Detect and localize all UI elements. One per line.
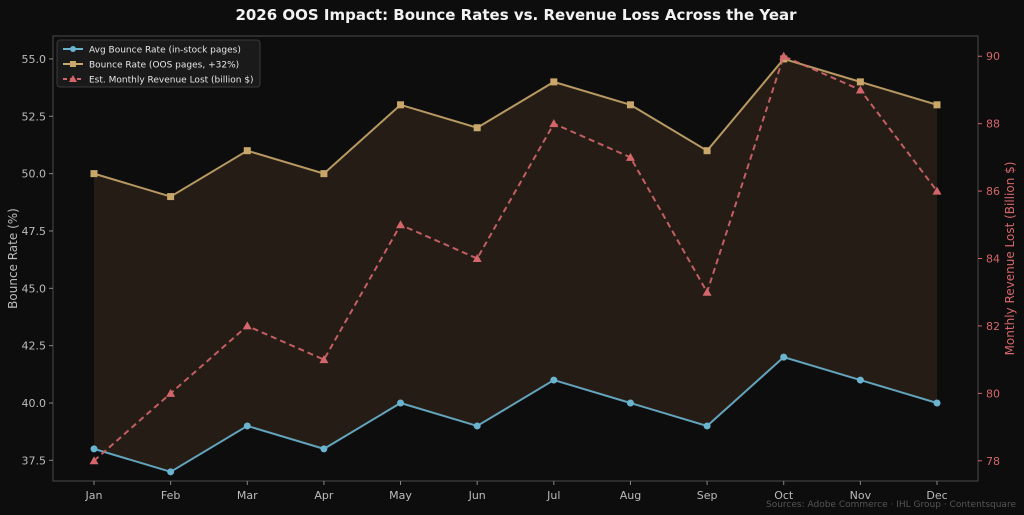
y2-tick-label: 86 [986,185,1000,198]
data-point [242,321,252,330]
x-tick-label: Apr [314,489,334,502]
data-point [167,468,175,476]
y2-tick-label: 80 [986,387,1000,400]
x-tick-label: Mar [237,489,258,502]
y-tick-label: 47.5 [22,225,47,238]
data-point [89,456,99,465]
data-point [625,152,635,161]
data-point [626,399,634,407]
data-point [397,101,405,109]
y-tick-label: 50.0 [22,168,47,181]
data-point [703,422,711,430]
bounce-gap-area [94,58,937,472]
y2-tick-label: 88 [986,118,1000,131]
x-tick-label: Feb [161,489,180,502]
data-point [166,388,176,397]
x-tick-label: Aug [620,489,641,502]
data-point [933,399,941,407]
data-point [319,355,329,364]
y2-tick-label: 78 [986,455,1000,468]
data-point [473,124,481,132]
legend-box [56,39,261,88]
y2-tick-label: 82 [986,320,1000,333]
data-point [856,376,864,384]
x-tick-label: May [389,489,412,502]
data-point [550,376,558,384]
data-point [70,46,76,52]
data-point [932,186,942,195]
data-point [855,85,865,94]
y-tick-label: 40.0 [22,397,47,410]
data-point [69,75,77,82]
chart-title: 2026 OOS Impact: Bounce Rates vs. Revenu… [235,6,797,24]
data-point [397,399,405,407]
y-axis-label: Bounce Rate (%) [6,208,20,309]
x-tick-label: Jan [85,489,103,502]
data-point [70,61,76,67]
data-point [780,353,788,361]
data-point [243,422,251,430]
x-tick-label: Nov [850,489,872,502]
data-point [90,445,98,453]
data-point [626,101,634,109]
data-point [779,51,789,60]
y-tick-label: 45.0 [22,282,47,295]
x-tick-label: Sep [697,489,718,502]
data-point [856,78,864,86]
data-point [167,193,175,201]
y-tick-label: 55.0 [22,53,47,66]
data-point [933,101,941,109]
y2-axis-label: Monthly Revenue Lost (Billion $) [1003,162,1017,356]
data-point [549,119,559,128]
data-point [473,422,481,430]
data-point [243,147,251,155]
x-tick-label: Oct [774,489,794,502]
data-point [702,287,712,296]
data-point [550,78,558,86]
data-point [472,254,482,262]
data-point [320,445,328,453]
legend-entry: Bounce Rate (OOS pages, +32%) [89,61,239,71]
data-point [320,170,328,178]
legend-entry: Avg Bounce Rate (in-stock pages) [89,46,241,56]
series-line-2 [93,54,938,462]
y-tick-label: 37.5 [22,454,47,467]
legend-entry: Est. Monthly Revenue Lost (billion $) [89,76,254,86]
x-tick-label: Jun [468,489,486,502]
x-tick-label: Dec [926,489,947,502]
y2-tick-label: 84 [986,253,1000,266]
data-point [90,170,98,178]
x-tick-label: Jul [546,489,560,502]
y-tick-label: 42.5 [22,340,47,353]
series-line-0 [93,356,938,473]
y2-tick-label: 90 [986,50,1000,63]
data-point [396,220,406,229]
data-point [703,147,711,155]
source-note: Sources: Adobe Commerce · IHL Group · Co… [766,500,1016,510]
y-tick-label: 52.5 [22,110,47,123]
